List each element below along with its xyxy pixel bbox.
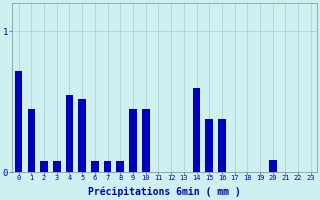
Bar	[142, 109, 149, 172]
Bar	[66, 95, 73, 172]
Bar	[116, 161, 124, 172]
Bar	[193, 88, 200, 172]
Bar	[28, 109, 35, 172]
Bar	[78, 99, 86, 172]
Bar	[53, 161, 60, 172]
Bar	[40, 161, 48, 172]
Bar	[104, 161, 111, 172]
Bar	[269, 160, 276, 172]
Bar	[129, 109, 137, 172]
X-axis label: Précipitations 6min ( mm ): Précipitations 6min ( mm )	[88, 187, 241, 197]
Bar	[205, 119, 213, 172]
Bar	[15, 71, 22, 172]
Bar	[218, 119, 226, 172]
Bar	[91, 161, 99, 172]
